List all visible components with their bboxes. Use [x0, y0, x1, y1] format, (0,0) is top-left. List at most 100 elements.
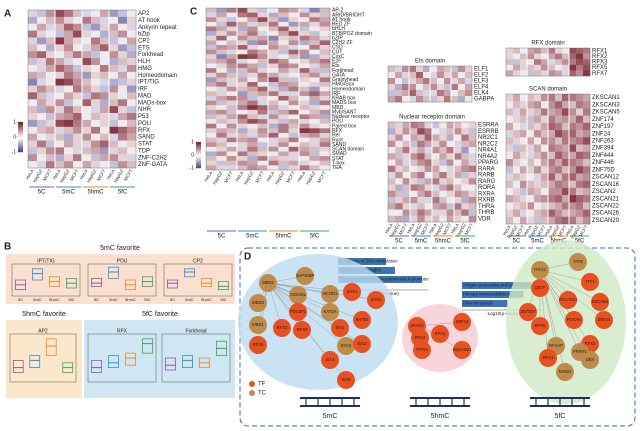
- heatmap-cell: [541, 137, 549, 145]
- heatmap-cell: [73, 64, 83, 73]
- heatmap-cell: [319, 35, 331, 41]
- node-label: ZSCAN21: [559, 297, 579, 302]
- heatmap-cell: [424, 215, 433, 223]
- heatmap-cell: [37, 119, 47, 127]
- heatmap-cell: [226, 21, 238, 27]
- heatmap-cell: [216, 128, 227, 134]
- heatmap-cell: [278, 40, 289, 46]
- heatmap-cell: [206, 58, 217, 64]
- heatmap-cell: [309, 95, 320, 101]
- heatmap-cell: [417, 203, 425, 210]
- panel-letter: B: [4, 242, 11, 253]
- node: [343, 283, 361, 301]
- heatmap-cell: [458, 78, 466, 85]
- heatmap-cell: [534, 122, 542, 131]
- column-label: HepG2: [212, 170, 224, 185]
- heatmap-cell: [247, 146, 258, 152]
- group-label: 5fC: [68, 297, 74, 302]
- heatmap-cell: [402, 215, 411, 223]
- heatmap-cell: [309, 17, 320, 23]
- heatmap-cell: [417, 122, 425, 129]
- row-label: CUT: [332, 49, 342, 55]
- heatmap-cell: [583, 70, 591, 77]
- heatmap-cell: [100, 133, 110, 141]
- heatmap-cell: [73, 161, 83, 169]
- node: [559, 291, 577, 309]
- heatmap-cell: [28, 99, 38, 107]
- heatmap-cell: [237, 137, 248, 143]
- heatmap-cell: [319, 82, 331, 87]
- heatmap-cell: [268, 63, 279, 69]
- heatmap-cell: [206, 146, 217, 152]
- heatmap-cell: [461, 197, 469, 204]
- heatmap-cell: [288, 54, 300, 60]
- colorbar-step: [18, 128, 23, 130]
- box: [164, 357, 176, 371]
- heatmap-cell: [454, 159, 462, 166]
- colorbar-step: [196, 155, 201, 157]
- heatmap-cell: [410, 203, 418, 210]
- heatmap-cell: [216, 63, 227, 69]
- heatmap-cell: [541, 94, 549, 102]
- heatmap-cell: [439, 147, 447, 154]
- heatmap-cell: [216, 100, 227, 106]
- heatmap-cell: [319, 156, 331, 161]
- heatmap-cell: [216, 72, 227, 78]
- heatmap-cell: [583, 101, 591, 109]
- heatmap-cell: [583, 173, 591, 181]
- node-label: PITX2: [416, 347, 428, 352]
- heatmap-cell: [402, 128, 411, 135]
- column-label: HeLa: [502, 224, 512, 236]
- heatmap-cell: [569, 209, 577, 217]
- heatmap-cell: [237, 151, 248, 157]
- heatmap-cell: [46, 44, 56, 52]
- heatmap-cell: [309, 31, 320, 36]
- row-label: PPARG: [478, 160, 499, 166]
- heatmap-cell: [299, 123, 310, 129]
- heatmap-cell: [562, 101, 570, 109]
- node: [519, 303, 537, 321]
- heatmap-cell: [513, 122, 521, 131]
- heatmap-cell: [527, 151, 535, 160]
- heatmap-cell: [216, 119, 227, 124]
- heatmap-cell: [506, 108, 514, 116]
- node: [321, 303, 339, 321]
- heatmap-cell: [268, 17, 279, 23]
- plot-frame: [87, 263, 157, 297]
- heatmap-cell: [513, 159, 521, 167]
- heatmap-cell: [55, 99, 65, 107]
- heatmap-cell: [444, 72, 452, 79]
- heatmap-cell: [206, 26, 217, 32]
- heatmap-cell: [288, 40, 300, 46]
- heatmap-cell: [64, 85, 74, 93]
- heatmap-cell: [257, 8, 269, 13]
- node-label: TAF1C: [534, 267, 547, 272]
- heatmap-cell: [257, 119, 269, 124]
- heatmap-cell: [513, 216, 521, 225]
- heatmap-cell: [506, 48, 514, 54]
- heatmap-cell: [439, 134, 447, 141]
- row-label: ZSCAN21: [592, 196, 620, 202]
- box: [91, 359, 103, 373]
- heatmap-cell: [82, 126, 92, 134]
- heatmap-cell: [562, 70, 570, 77]
- heatmap-cell: [127, 23, 137, 31]
- heatmap-cell: [278, 21, 289, 27]
- node: [273, 319, 291, 337]
- heatmap-cell: [569, 101, 577, 109]
- heatmap-cell: [118, 133, 128, 141]
- heatmap-cell: [454, 122, 462, 129]
- heatmap-cell: [91, 126, 101, 134]
- heatmap-cell: [82, 113, 92, 121]
- heatmap-cell: [402, 140, 411, 148]
- heatmap-cell: [226, 151, 238, 157]
- heatmap-cell: [82, 92, 92, 100]
- heatmap-cell: [46, 64, 56, 73]
- heatmap-cell: [82, 99, 92, 107]
- heatmap-cell: [268, 77, 279, 83]
- row-label: Runt: [332, 137, 343, 143]
- node-label: PRRP1: [573, 349, 588, 354]
- heatmap-cell: [569, 64, 577, 71]
- heatmap-cell: [461, 209, 469, 216]
- heatmap-cell: [64, 44, 74, 52]
